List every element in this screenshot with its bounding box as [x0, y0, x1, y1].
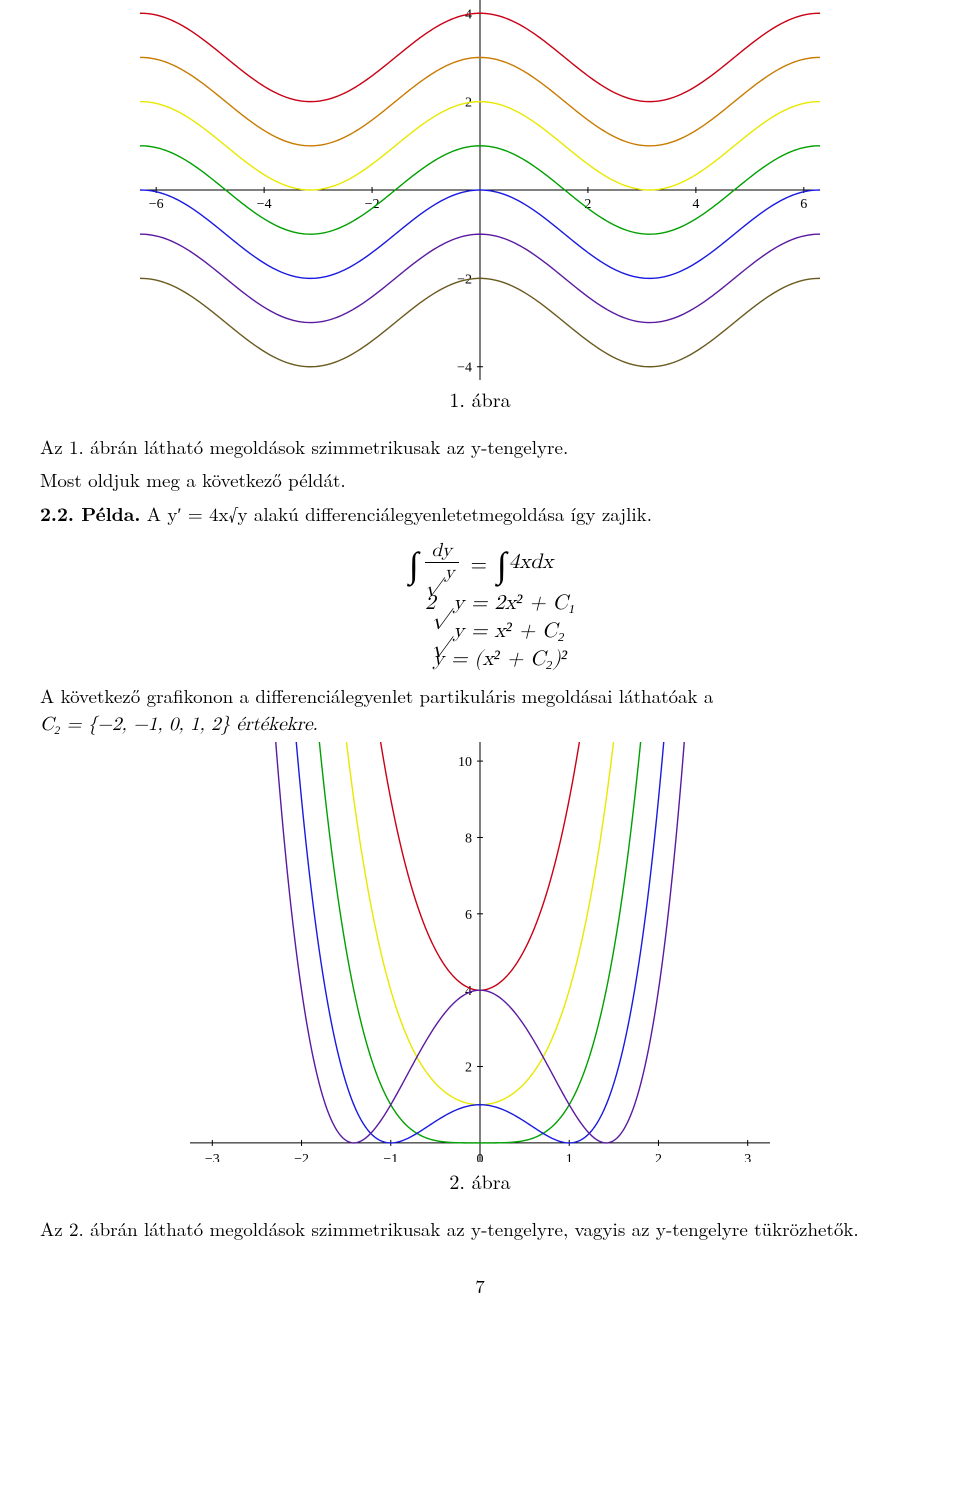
paragraph-3: A következő grafikonon a differenciálegy…: [40, 682, 920, 736]
svg-text:−1: −1: [383, 1152, 398, 1162]
equation-4: y = (x² + C₂)²: [40, 646, 920, 672]
figure-1: −6−4−2246−4−224 1. ábra: [40, 0, 920, 425]
svg-text:6: 6: [800, 197, 807, 212]
svg-text:8: 8: [465, 831, 472, 846]
chart-2: −3−2−10123246810: [190, 742, 770, 1162]
svg-text:3: 3: [744, 1152, 751, 1162]
svg-text:2: 2: [655, 1152, 662, 1162]
paragraph-2: Most oldjuk meg a következő példát.: [40, 466, 920, 493]
page-number: 7: [40, 1272, 920, 1299]
paragraph-1: Az 1. ábrán látható megoldások szimmetri…: [40, 433, 920, 460]
eq1-rhs: 4xdx: [509, 550, 553, 575]
eq1-numerator: dy: [427, 541, 456, 562]
svg-text:−2: −2: [294, 1152, 309, 1162]
svg-text:−3: −3: [205, 1152, 220, 1162]
equation-1: ∫ dy √y = ∫ 4xdx: [40, 537, 920, 588]
svg-text:0: 0: [477, 1152, 484, 1162]
equation-2: 2√y = 2x² + C₁: [40, 590, 920, 616]
example-label: 2.2. Példa.: [40, 499, 140, 527]
equation-block: ∫ dy √y = ∫ 4xdx 2√y = 2x² + C₁ √y = x² …: [40, 537, 920, 672]
svg-text:−4: −4: [457, 361, 472, 376]
chart-1: −6−4−2246−4−224: [140, 0, 820, 380]
paragraph-4: Az 2. ábrán látható megoldások szimmetri…: [40, 1215, 920, 1242]
svg-text:−4: −4: [257, 197, 272, 212]
paragraph-3b: C₂ = {−2, −1, 0, 1, 2} értékekre.: [40, 715, 318, 734]
svg-text:4: 4: [692, 197, 699, 212]
svg-text:1: 1: [566, 1152, 573, 1162]
figure-1-caption: 1. ábra: [449, 384, 510, 413]
figure-2: −3−2−10123246810 2. ábra: [40, 742, 920, 1207]
figure-2-caption: 2. ábra: [449, 1166, 510, 1195]
svg-text:6: 6: [465, 908, 472, 923]
example-line: 2.2. Példa. A y′ = 4x√y alakú differenci…: [40, 499, 920, 527]
example-text: A y′ = 4x√y alakú differenciálegyenletet…: [140, 500, 652, 527]
eq1-denominator: √y: [425, 563, 459, 584]
paragraph-3a: A következő grafikonon a differenciálegy…: [40, 682, 713, 709]
svg-text:−6: −6: [149, 197, 164, 212]
svg-text:2: 2: [465, 1061, 472, 1076]
equation-3: √y = x² + C₂: [40, 618, 920, 644]
svg-text:10: 10: [458, 755, 472, 770]
